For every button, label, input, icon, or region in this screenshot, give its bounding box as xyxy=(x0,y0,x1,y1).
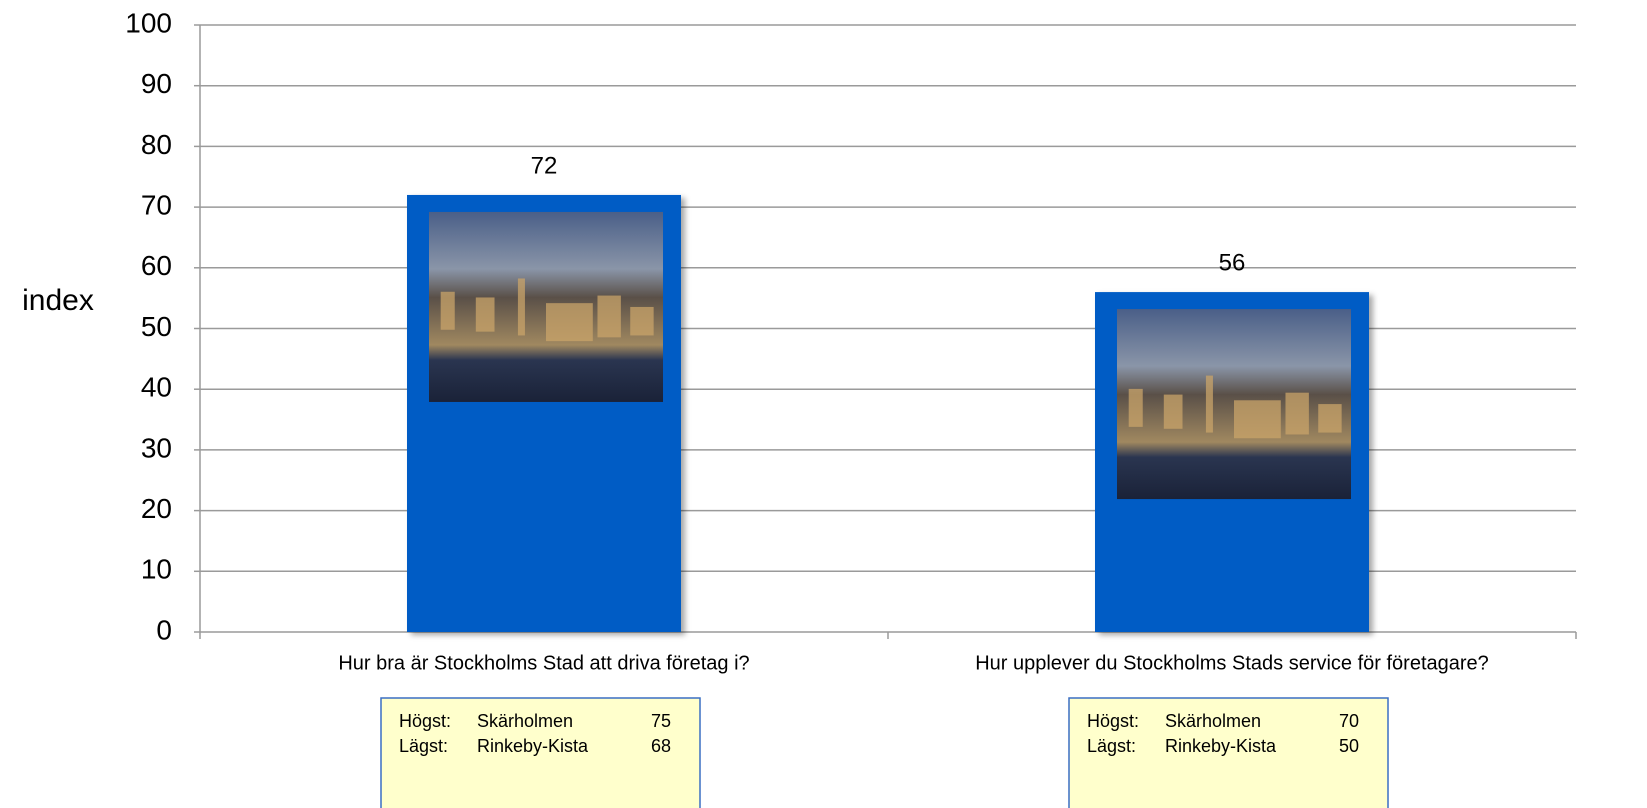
annotation-label: Högst: xyxy=(1087,711,1139,731)
value-label: 56 xyxy=(1219,249,1246,276)
annotation-label: Högst: xyxy=(399,711,451,731)
annotation-name: Skärholmen xyxy=(477,711,573,731)
photo-building xyxy=(1318,404,1342,433)
y-tick-label: 10 xyxy=(141,554,172,585)
photo-building xyxy=(1285,392,1309,435)
annotation-label: Lägst: xyxy=(1087,736,1136,756)
y-tick-label: 60 xyxy=(141,250,172,281)
annotation-name: Rinkeby-Kista xyxy=(477,736,589,756)
y-tick-label: 90 xyxy=(141,68,172,99)
annotation-box xyxy=(380,697,701,808)
x-tick-label: Hur upplever du Stockholms Stads service… xyxy=(975,652,1489,674)
annotation-name: Rinkeby-Kista xyxy=(1165,736,1277,756)
annotation-value: 75 xyxy=(651,711,671,731)
annotation-label: Lägst: xyxy=(399,736,448,756)
photo-building xyxy=(1128,388,1143,427)
y-tick-label: 30 xyxy=(141,432,172,463)
x-tick-label: Hur bra är Stockholms Stad att driva för… xyxy=(338,652,749,674)
value-label: 72 xyxy=(531,152,558,179)
y-tick-label: 100 xyxy=(125,7,172,38)
photo-building xyxy=(630,306,654,336)
annotation-name: Skärholmen xyxy=(1165,711,1261,731)
photo-building xyxy=(517,278,525,336)
photo-building xyxy=(1163,394,1183,429)
y-axis-label: index xyxy=(22,284,94,317)
photo-building xyxy=(1205,375,1213,433)
annotation-box xyxy=(1068,697,1389,808)
annotation-value: 50 xyxy=(1339,736,1359,756)
y-tick-label: 0 xyxy=(156,614,172,645)
annotation-value: 70 xyxy=(1339,711,1359,731)
photo-building xyxy=(597,295,621,338)
y-tick-label: 80 xyxy=(141,129,172,160)
y-tick-label: 20 xyxy=(141,493,172,524)
photo-building xyxy=(440,291,455,330)
photo-building xyxy=(475,297,495,332)
photo-building xyxy=(546,303,593,342)
y-tick-label: 50 xyxy=(141,311,172,342)
photo-building xyxy=(1234,400,1281,439)
y-tick-label: 40 xyxy=(141,372,172,403)
annotation-value: 68 xyxy=(651,736,671,756)
y-tick-label: 70 xyxy=(141,189,172,220)
